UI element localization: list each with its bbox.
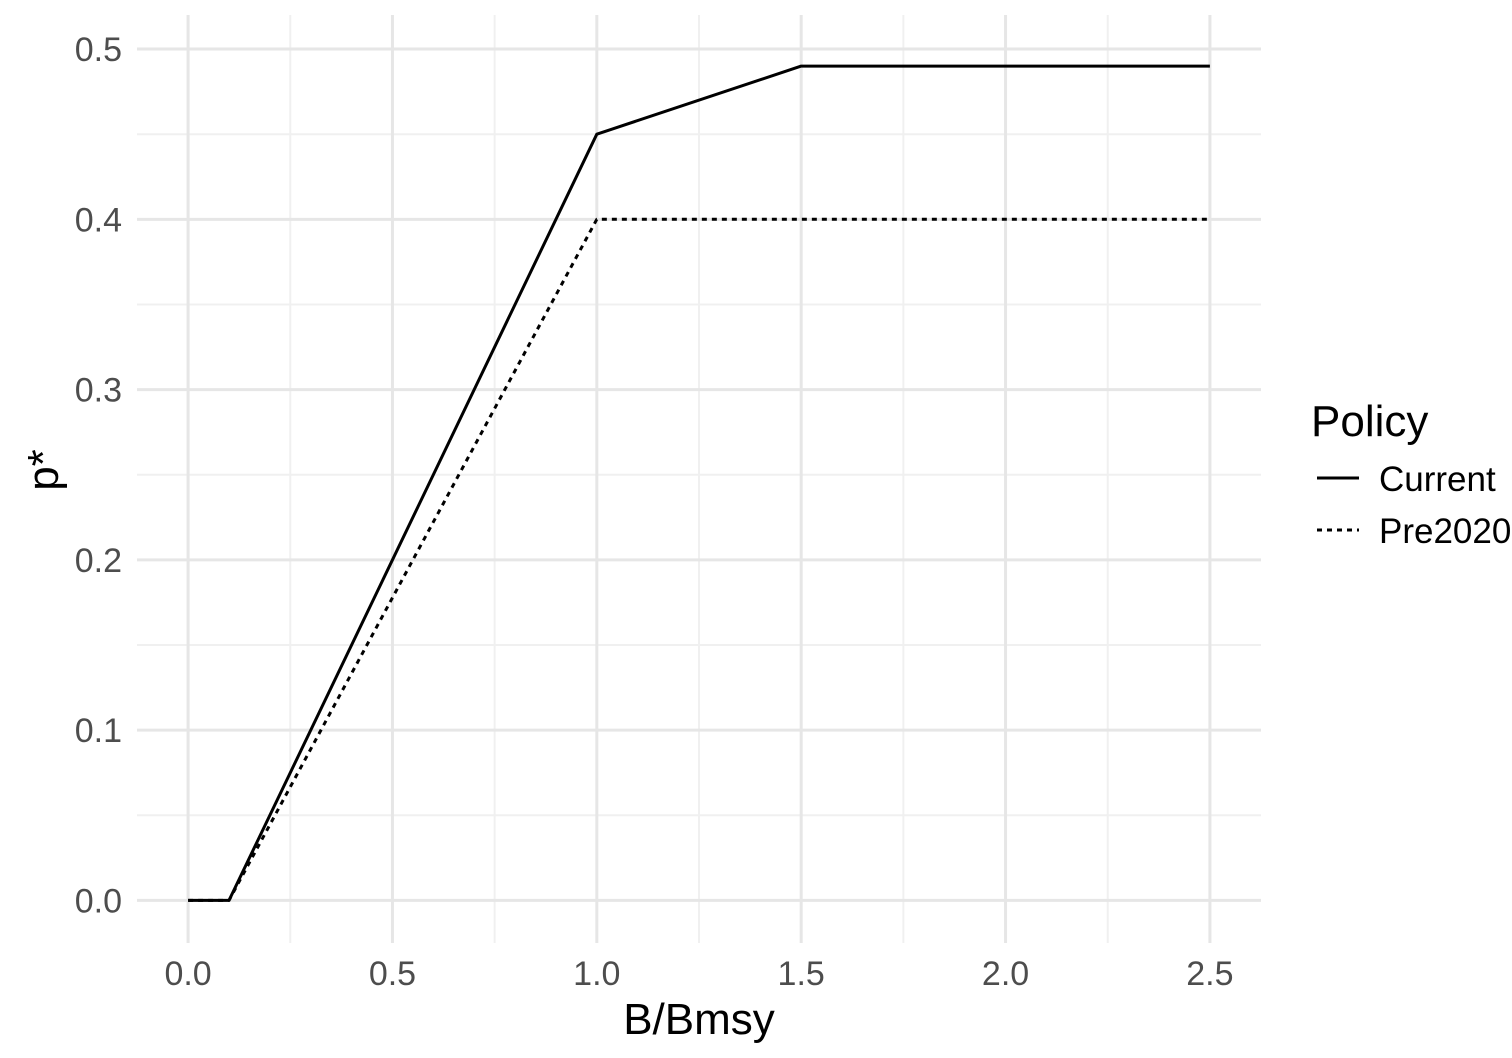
legend-label-pre2020: Pre2020 [1379,512,1511,551]
series-line-pre2020 [188,217,1210,902]
x-tick-label: 2.5 [1186,955,1233,993]
x-tick-label: 1.0 [573,955,620,993]
series-line-current [188,64,1210,902]
legend-label-current: Current [1379,460,1496,499]
y-tick-label: 0.2 [75,542,122,580]
series-layer [188,64,1210,902]
y-tick-label: 0.4 [75,201,122,239]
x-axis-title: B/Bmsy [623,995,775,1044]
y-tick-label: 0.0 [75,882,122,920]
y-tick-label: 0.1 [75,712,122,750]
x-tick-label: 1.5 [778,955,825,993]
legend-title: Policy [1311,397,1428,446]
y-tick-label: 0.5 [75,31,122,69]
minor-grid [137,15,1261,943]
y-axis-ticks: 0.0 0.1 0.2 0.3 0.4 0.5 [75,31,122,920]
x-tick-label: 2.0 [982,955,1029,993]
x-tick-label: 0.0 [164,955,211,993]
major-grid [137,15,1261,943]
legend: Policy Current Pre2020 [1311,397,1511,551]
y-axis-title: p* [19,449,68,491]
x-tick-label: 0.5 [369,955,416,993]
y-tick-label: 0.3 [75,372,122,410]
x-axis-ticks: 0.0 0.5 1.0 1.5 2.0 2.5 [164,955,1233,993]
